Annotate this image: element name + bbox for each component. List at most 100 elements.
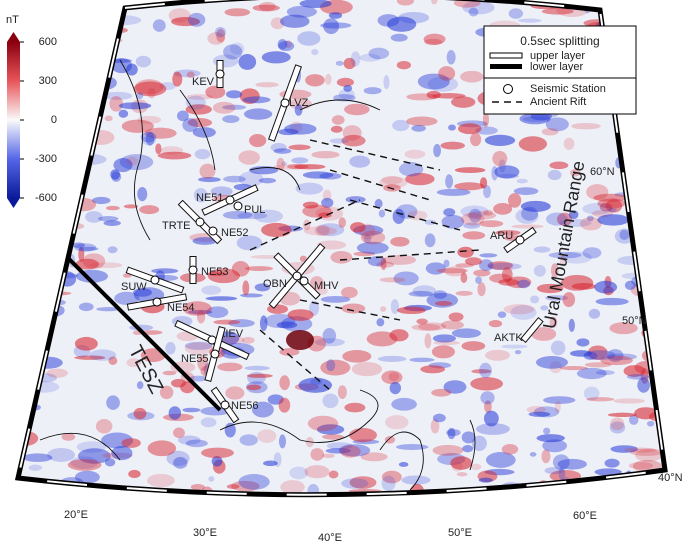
anomaly-patch [18, 287, 40, 301]
anomaly-patch [286, 330, 314, 350]
anomaly-patch [190, 484, 205, 490]
anomaly-patch [384, 415, 409, 430]
anomaly-patch [478, 505, 494, 514]
anomaly-patch [322, 189, 332, 202]
station-label: NE55 [181, 353, 209, 365]
station: OBN [263, 243, 326, 309]
anomaly-patch [494, 165, 520, 179]
anomaly-patch [304, 503, 320, 508]
anomaly-patch [184, 342, 214, 355]
anomaly-patch [108, 492, 134, 495]
anomaly-patch [639, 273, 656, 285]
anomaly-patch [479, 362, 492, 378]
anomaly-patch [669, 201, 687, 208]
anomaly-patch [356, 241, 389, 255]
anomaly-patch [263, 460, 278, 467]
colorbar-arrow [7, 198, 20, 208]
anomaly-patch [71, 86, 85, 92]
anomaly-patch [287, 163, 309, 170]
anomaly-patch [559, 255, 567, 266]
anomaly-patch [165, 341, 176, 355]
anomaly-patch [340, 445, 361, 458]
anomaly-patch [55, 57, 76, 63]
anomaly-patch [133, 288, 152, 297]
anomaly-patch [423, 33, 446, 45]
anomaly-patch [145, 131, 155, 146]
anomaly-patch [626, 483, 642, 494]
anomaly-patch [669, 390, 687, 396]
anomaly-patch [384, 435, 396, 444]
anomaly-patch [545, 295, 569, 301]
anomaly-patch [326, 442, 353, 450]
anomaly-patch [609, 421, 626, 434]
anomaly-patch [562, 292, 576, 308]
anomaly-patch [118, 102, 152, 110]
anomaly-patch [430, 418, 440, 434]
anomaly-patch [491, 165, 498, 181]
anomaly-patch [290, 121, 303, 134]
anomaly-patch [140, 131, 157, 143]
anomaly-patch [343, 84, 353, 92]
anomaly-patch [316, 223, 345, 237]
anomaly-patch [615, 513, 634, 526]
anomaly-patch [0, 510, 34, 521]
anomaly-patch [111, 58, 133, 74]
anomaly-patch [461, 431, 476, 444]
anomaly-patch [303, 226, 337, 236]
anomaly-patch [126, 156, 138, 166]
anomaly-patch [50, 54, 60, 59]
anomaly-patch [188, 375, 208, 382]
anomaly-patch [559, 218, 592, 227]
anomaly-patch [157, 151, 192, 160]
anomaly-patch [29, 299, 43, 306]
legend-station-swatch [503, 84, 513, 94]
anomaly-patch [206, 306, 229, 318]
anomaly-patch [424, 333, 432, 349]
anomaly-patch [102, 91, 133, 100]
anomaly-patch [407, 210, 428, 221]
anomaly-patch [147, 87, 156, 99]
anomaly-patch [228, 319, 255, 328]
anomaly-patch [135, 79, 164, 95]
station-label: NE53 [201, 266, 229, 278]
station-marker [515, 235, 525, 245]
station: KEV [192, 60, 225, 88]
anomaly-patch [655, 168, 665, 177]
anomaly-patch [594, 280, 618, 294]
anomaly-patch [172, 71, 183, 87]
anomaly-patch [390, 33, 408, 42]
anomaly-patch [557, 458, 587, 470]
anomaly-patch [177, 110, 189, 122]
anomaly-patch [147, 473, 175, 488]
anomaly-patch [328, 12, 343, 19]
anomaly-patch [276, 321, 298, 329]
tesz-line [58, 248, 222, 412]
anomaly-patch [344, 103, 370, 116]
anomaly-patch [480, 391, 495, 405]
anomaly-patch [284, 123, 317, 135]
anomaly-patch [136, 381, 144, 390]
anomaly-patch [102, 452, 133, 459]
anomaly-patch [462, 1, 495, 15]
anomaly-patch [597, 198, 626, 209]
anomaly-patch [166, 512, 199, 527]
anomaly-patch [338, 444, 371, 457]
anomaly-patch [586, 397, 615, 402]
anomaly-patch [632, 5, 639, 20]
anomaly-patch [582, 247, 602, 259]
longitude-label: 20°E [64, 509, 88, 521]
anomaly-patch [381, 470, 402, 484]
anomaly-patch [623, 447, 657, 453]
anomaly-patch [126, 63, 138, 76]
anomaly-patch [74, 470, 100, 484]
anomaly-patch [461, 341, 486, 351]
anomaly-patch [448, 124, 456, 131]
legend-box [483, 25, 637, 115]
anomaly-patch [133, 81, 167, 97]
anomaly-patch [238, 474, 270, 490]
anomaly-patch [18, 287, 24, 299]
anomaly-patch [201, 285, 222, 295]
anomaly-patch [431, 0, 438, 5]
anomaly-patch [471, 369, 492, 374]
anomaly-patch [297, 31, 321, 46]
